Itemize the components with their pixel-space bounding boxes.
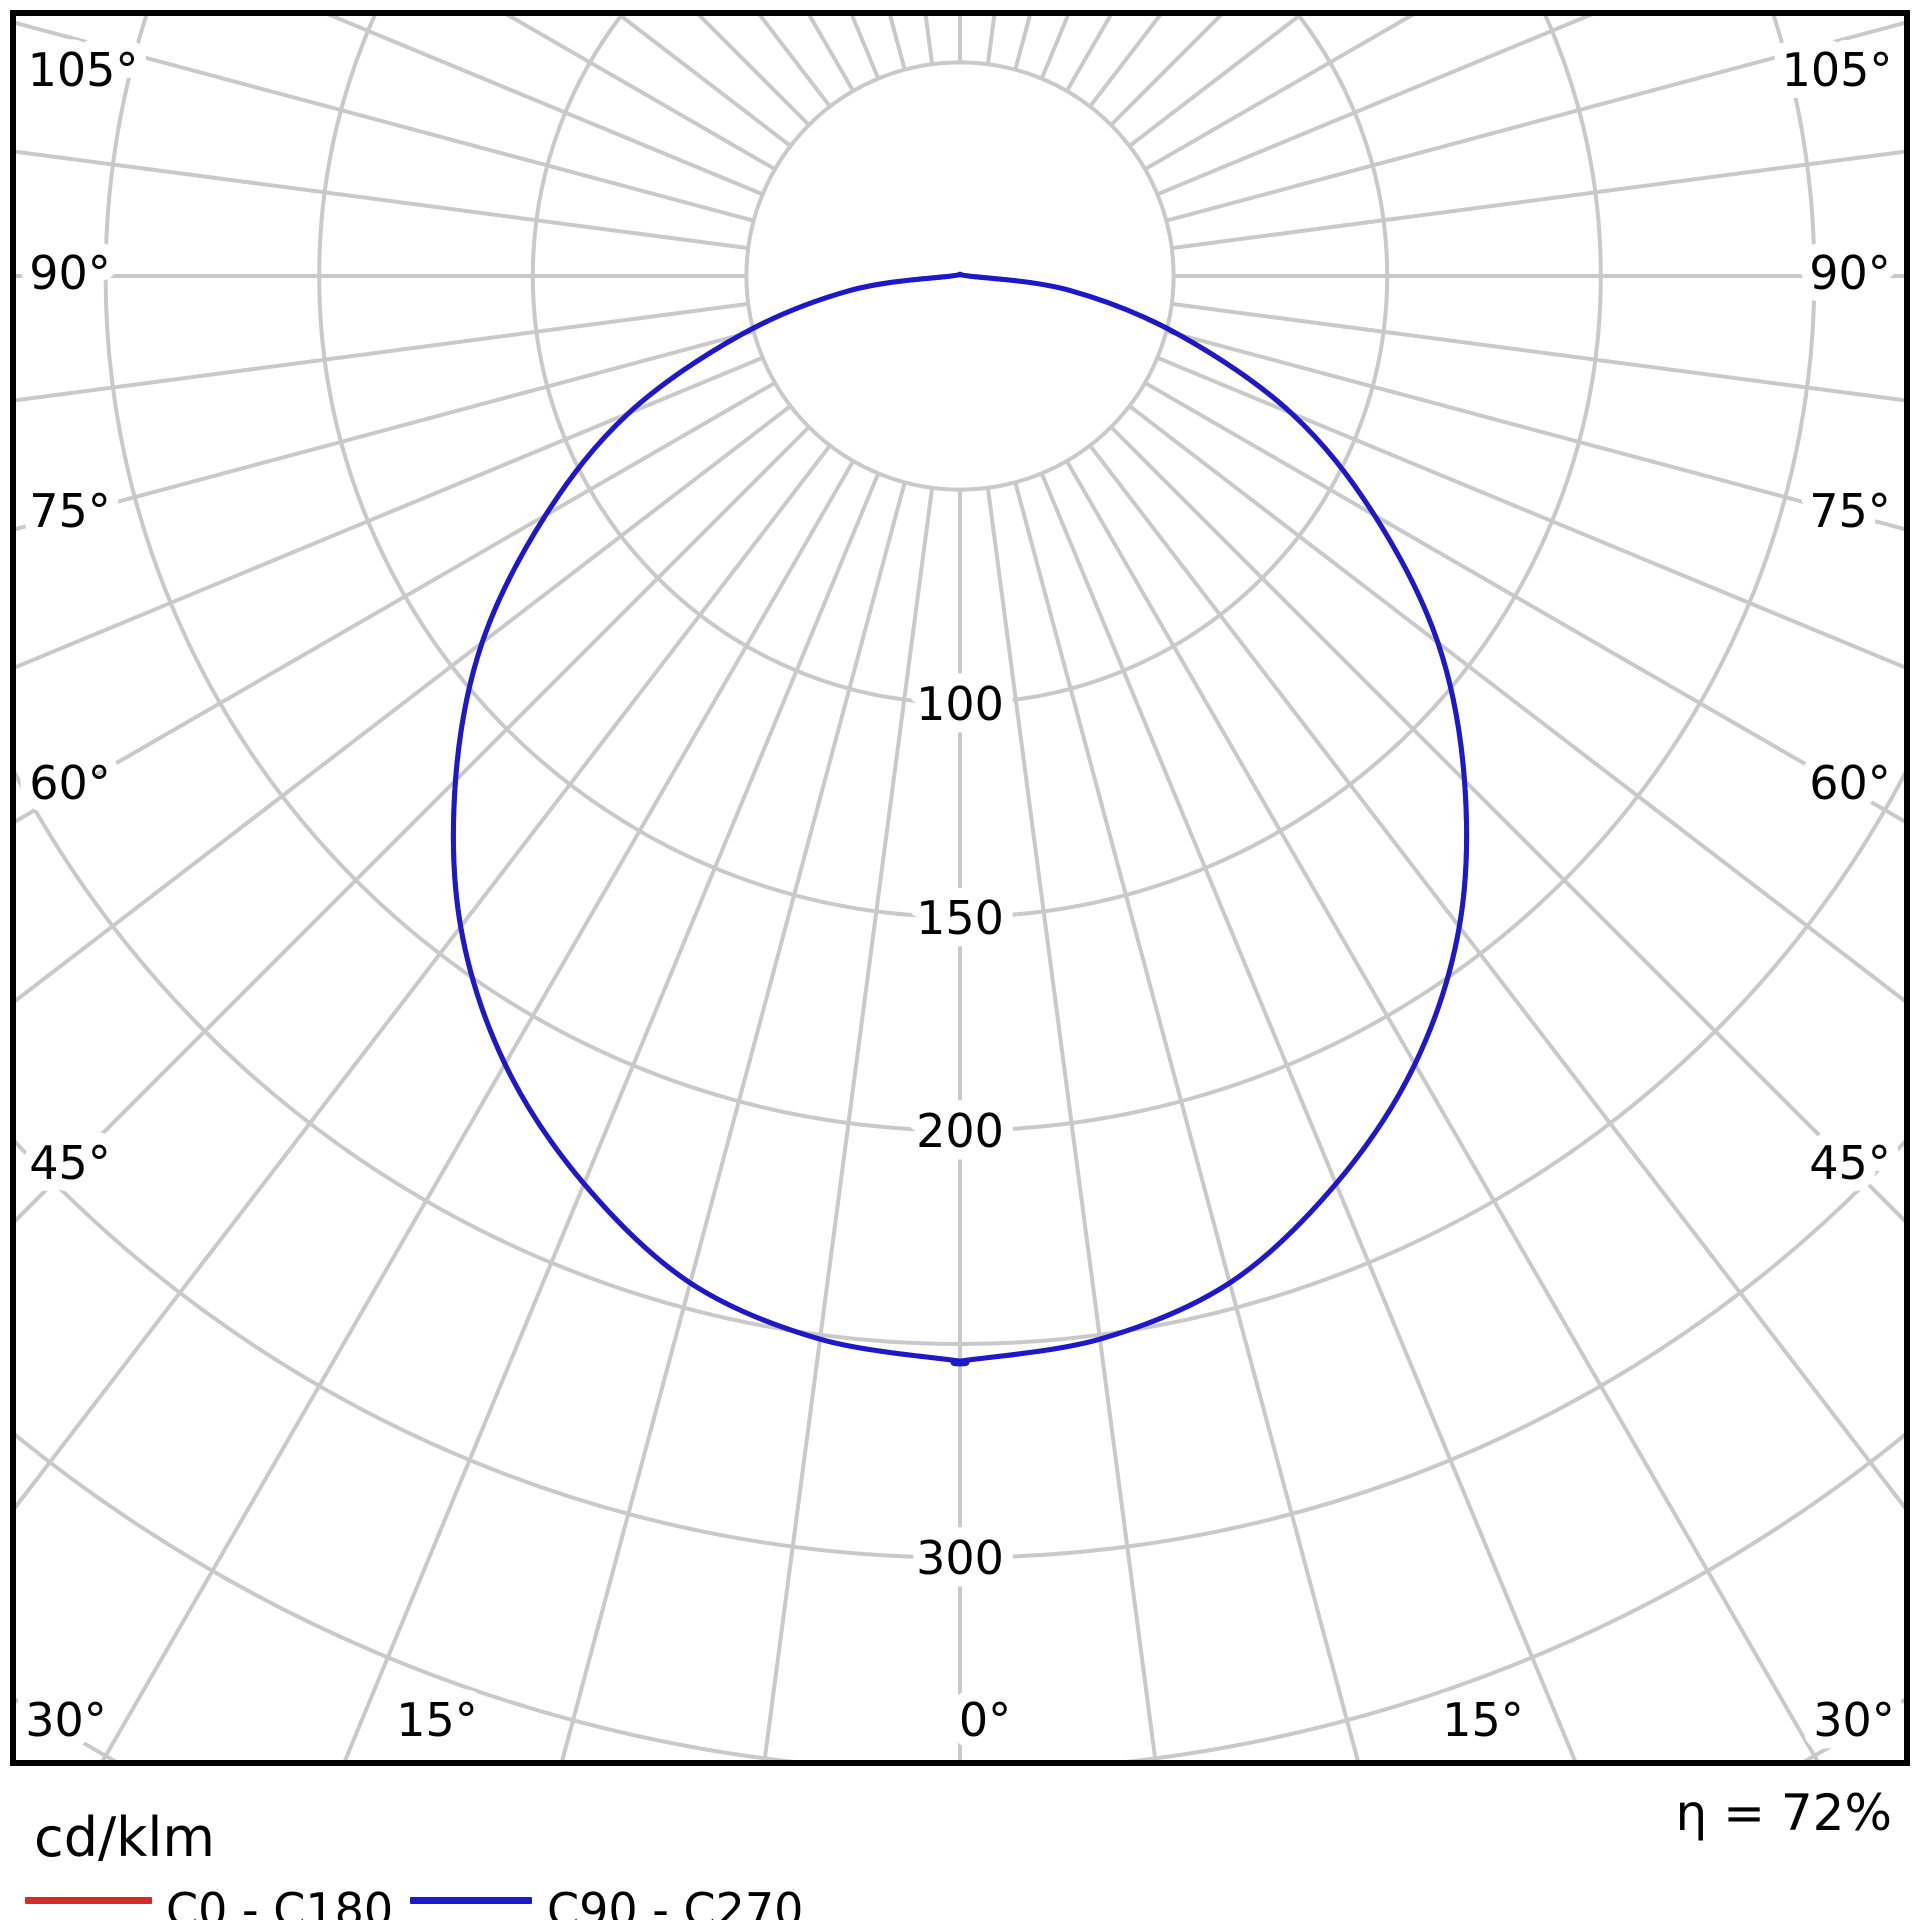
angle-label-bottom: 30° [25, 1693, 107, 1747]
radial-label: 150 [916, 891, 1004, 945]
angle-label-right: 60° [1809, 756, 1891, 810]
grid-spoke [1065, 460, 1820, 1760]
grid-spoke [1171, 301, 1904, 403]
angle-label-left: 75° [29, 484, 111, 538]
grid-spoke [560, 481, 907, 1760]
grid-spoke [100, 460, 855, 1760]
grid-spoke [16, 444, 832, 1510]
grid-spoke [1088, 444, 1904, 1510]
grid-spoke [343, 472, 881, 1760]
angle-label-left: 60° [29, 756, 111, 810]
grid-spoke [16, 20, 755, 223]
grid-spoke [985, 16, 997, 65]
grid-spoke [16, 301, 749, 403]
grid-spoke [1039, 472, 1577, 1760]
angle-label-right: 105° [1782, 43, 1893, 97]
angle-label-left: 45° [29, 1136, 111, 1190]
angle-label-left: 90° [29, 246, 111, 300]
angle-label-right: 75° [1809, 484, 1891, 538]
grid-spoke [1013, 481, 1360, 1760]
grid-spoke [1156, 16, 1593, 197]
grid-spoke [1109, 425, 1904, 1223]
grid-spoke [16, 329, 755, 532]
unit-label: cd/klm [34, 1806, 216, 1869]
grid-spoke [16, 425, 811, 1223]
angle-label-right: 90° [1809, 246, 1891, 300]
grid-spoke [1144, 381, 1904, 824]
angle-label-bottom: 15° [1442, 1693, 1524, 1747]
angle-label-bottom: 30° [1813, 1693, 1895, 1747]
grid-spoke [16, 404, 792, 1003]
grid-spoke [1156, 355, 1904, 670]
radial-label: 300 [916, 1531, 1004, 1585]
efficiency-label: η = 72% [1675, 1784, 1892, 1842]
grid-spoke [1165, 20, 1904, 223]
axis-labels: 105° 90° 75° 60° 45° 105° 90° 75° 60° 45° 30° 15° 0°… [13, 31, 1907, 1759]
grid-spoke [1171, 149, 1904, 251]
angle-label-left: 105° [28, 43, 139, 97]
grid-spoke [1128, 404, 1904, 1003]
grid-spoke [985, 487, 1158, 1760]
plot-border [10, 10, 1910, 1766]
radial-label: 200 [916, 1104, 1004, 1158]
radial-label: 100 [916, 677, 1004, 731]
curve-c90-c270 [450, 271, 1470, 1367]
curves [450, 271, 1470, 1367]
grid-spoke [16, 149, 749, 251]
grid-spoke [1165, 329, 1904, 532]
grid-spoke [16, 381, 776, 824]
grid-spoke [16, 355, 764, 670]
grid-spoke [762, 487, 935, 1760]
grid-spoke [923, 16, 935, 65]
angle-label-bottom: 15° [396, 1693, 478, 1747]
angle-label-right: 45° [1809, 1136, 1891, 1190]
grid-spoke [327, 16, 764, 197]
angle-label-bottom: 0° [959, 1693, 1011, 1747]
